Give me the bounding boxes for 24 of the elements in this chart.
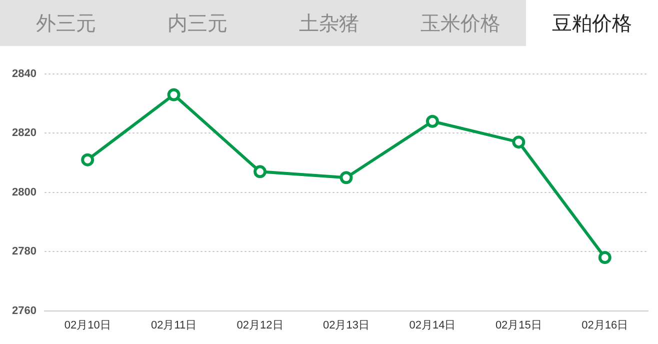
y-tick-label: 2780	[12, 246, 36, 258]
x-tick-label: 02月11日	[150, 319, 197, 332]
y-tick-label: 2840	[12, 68, 36, 80]
point	[512, 136, 526, 149]
text: 土杂猪	[298, 10, 360, 36]
chart-title: 豆粕价格	[526, 0, 658, 46]
y-tick-label: 2760	[12, 304, 36, 317]
point	[254, 165, 267, 178]
point	[81, 153, 94, 166]
text: 内三元	[166, 10, 228, 36]
text: 玉米价格	[420, 10, 502, 36]
y-tick-label: 2800	[12, 186, 36, 198]
x-tick-label: 02月16日	[582, 319, 628, 332]
y-tick-label: 2820	[12, 127, 36, 140]
x-tick-label: 02月15日	[495, 319, 542, 332]
text: 外三元	[34, 10, 97, 36]
x-tick-label: 02月13日	[322, 319, 370, 332]
point	[598, 251, 612, 264]
x-tick-label: 02月14日	[409, 319, 456, 332]
x-tick-label: 02月12日	[236, 319, 284, 332]
point	[167, 88, 180, 102]
x-tick-label: 02月10日	[64, 319, 111, 332]
point	[340, 171, 353, 184]
point	[426, 114, 439, 128]
